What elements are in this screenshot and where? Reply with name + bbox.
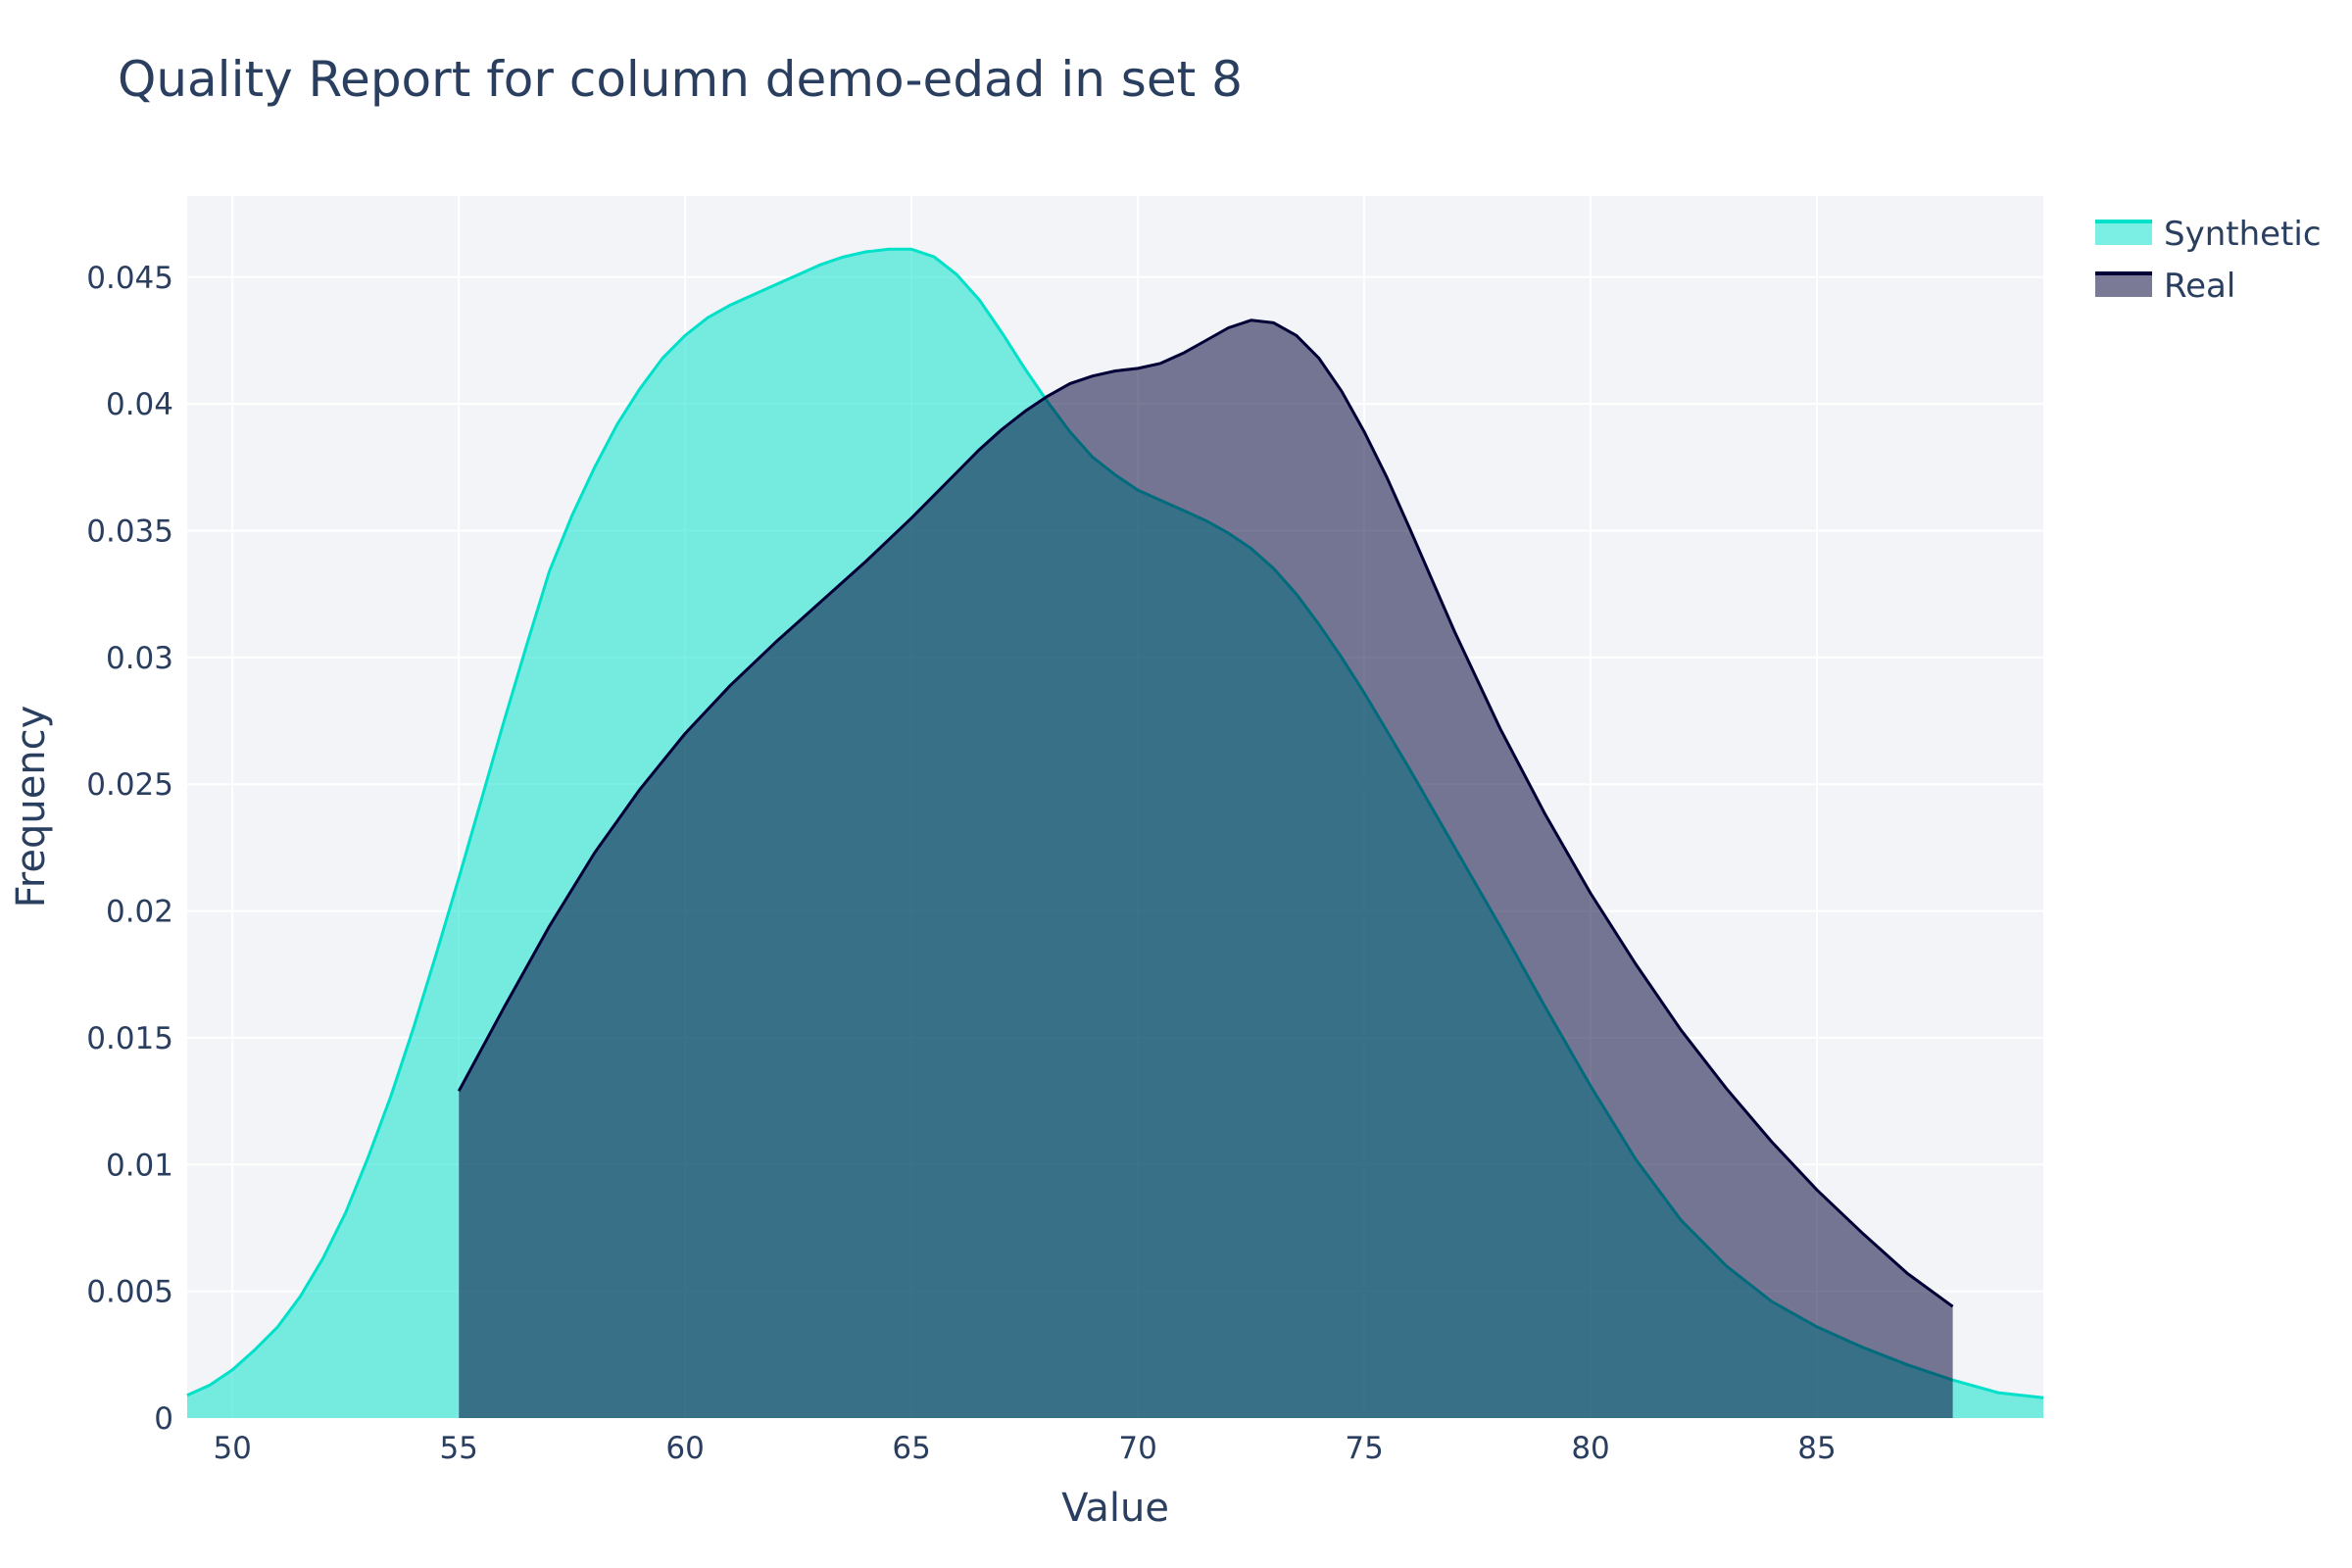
series-area-real [459, 319, 1953, 1418]
y-tick-label: 0 [154, 1401, 173, 1437]
x-tick-label: 55 [439, 1431, 477, 1466]
y-tick-label: 0.03 [106, 641, 173, 676]
y-tick-label: 0.04 [106, 387, 173, 422]
x-tick-label: 65 [892, 1431, 930, 1466]
y-tick-label: 0.01 [106, 1148, 173, 1183]
x-tick-label: 50 [213, 1431, 251, 1466]
x-tick-label: 75 [1345, 1431, 1383, 1466]
y-tick-label: 0.025 [86, 767, 173, 803]
series-line-real [457, 318, 1954, 1308]
legend-label-real[interactable]: Real [2164, 267, 2235, 306]
y-tick-label: 0.035 [86, 514, 173, 550]
axis-layer: 50 55 60 65 70 75 80 85 0 0.005 0.01 0.015 0.02 0.025… [86, 261, 1837, 1466]
y-axis-title: Frequency [9, 706, 54, 908]
legend-swatch-synthetic[interactable] [2095, 221, 2152, 245]
y-tick-label: 0.015 [86, 1021, 173, 1056]
y-tick-label: 0.02 [106, 895, 173, 930]
y-tick-label: 0.005 [86, 1275, 173, 1310]
x-axis-title: Value [1061, 1486, 1169, 1531]
legend-label-synthetic[interactable]: Synthetic [2164, 215, 2322, 254]
legend[interactable]: Synthetic Real [2095, 215, 2322, 306]
chart-title: Quality Report for column demo-edad in s… [118, 51, 1243, 108]
x-tick-label: 60 [665, 1431, 704, 1466]
legend-swatch-real[interactable] [2095, 273, 2152, 297]
x-tick-label: 80 [1571, 1431, 1609, 1466]
x-tick-label: 70 [1118, 1431, 1156, 1466]
x-tick-label: 85 [1797, 1431, 1836, 1466]
y-tick-label: 0.045 [86, 261, 173, 296]
series-layer [186, 247, 2044, 1418]
